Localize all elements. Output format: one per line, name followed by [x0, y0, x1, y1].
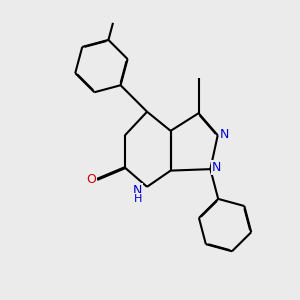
- Text: N: N: [133, 184, 142, 197]
- Text: N: N: [220, 128, 229, 141]
- Text: N: N: [212, 161, 221, 174]
- Text: O: O: [86, 173, 96, 186]
- Text: H: H: [134, 194, 142, 204]
